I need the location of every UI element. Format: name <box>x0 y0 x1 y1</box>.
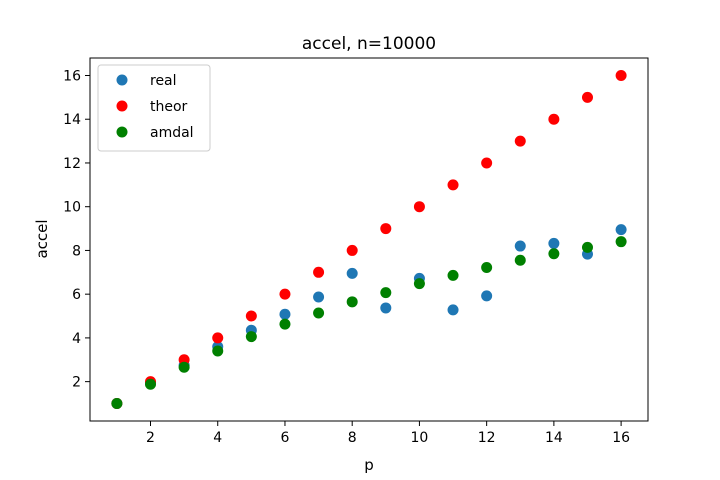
data-point-amdal <box>413 278 425 290</box>
data-point-amdal <box>581 241 593 253</box>
data-point-amdal <box>178 361 190 373</box>
data-point-theor <box>380 223 392 235</box>
legend-label-real: real <box>150 73 177 89</box>
data-point-amdal <box>111 398 123 410</box>
data-point-amdal <box>313 307 325 319</box>
data-point-theor <box>279 288 291 300</box>
legend-label-theor: theor <box>150 99 188 115</box>
data-point-theor <box>548 113 560 125</box>
data-point-real <box>279 308 291 320</box>
data-point-real <box>548 237 560 249</box>
y-tick-label: 14 <box>63 112 81 128</box>
y-tick-label: 16 <box>63 68 81 84</box>
x-tick-label: 4 <box>213 430 222 446</box>
plot-frame <box>89 57 649 422</box>
data-point-amdal <box>548 248 560 260</box>
y-tick-label: 8 <box>72 243 81 259</box>
x-tick-label: 14 <box>545 430 563 446</box>
data-point-amdal <box>481 261 493 273</box>
data-point-theor <box>212 332 224 344</box>
x-tick-label: 6 <box>281 430 290 446</box>
chart-title: accel, n=10000 <box>302 34 436 54</box>
legend-marker-theor <box>116 100 128 112</box>
y-tick-label: 10 <box>63 200 81 216</box>
data-point-amdal <box>245 331 257 343</box>
data-point-amdal <box>447 269 459 281</box>
legend-marker-real <box>116 74 128 86</box>
legend-label-amdal: amdal <box>150 125 194 141</box>
data-point-theor <box>615 69 627 81</box>
data-point-theor <box>514 135 526 147</box>
data-point-real <box>447 304 459 316</box>
data-point-real <box>346 267 358 279</box>
ticks-layer: 2 4 6 8 10 12 14 16 2 4 6 8 10 12 14 16 <box>63 68 630 446</box>
legend-marker-amdal <box>116 126 128 138</box>
data-point-theor <box>313 266 325 278</box>
data-point-amdal <box>279 318 291 330</box>
x-tick-label: 2 <box>146 430 155 446</box>
data-point-amdal <box>346 296 358 308</box>
y-tick-label: 12 <box>63 156 81 172</box>
x-tick-label: 16 <box>612 430 630 446</box>
x-axis-label: p <box>364 456 374 474</box>
data-point-theor <box>581 91 593 103</box>
legend: real theor amdal <box>97 64 211 152</box>
data-point-theor <box>413 201 425 213</box>
y-tick-label: 6 <box>72 287 81 303</box>
data-point-real <box>514 240 526 252</box>
data-point-theor <box>447 179 459 191</box>
data-point-theor <box>346 244 358 256</box>
data-point-amdal <box>615 236 627 248</box>
y-axis-label: accel <box>33 219 51 258</box>
data-point-real <box>380 302 392 314</box>
y-tick-label: 2 <box>72 375 81 391</box>
data-point-amdal <box>145 378 157 390</box>
data-point-amdal <box>514 254 526 266</box>
x-tick-label: 10 <box>411 430 429 446</box>
x-tick-label: 12 <box>478 430 496 446</box>
data-point-real <box>313 291 325 303</box>
points-layer <box>111 69 627 410</box>
data-point-real <box>615 224 627 236</box>
x-tick-label: 8 <box>348 430 357 446</box>
data-point-theor <box>481 157 493 169</box>
data-point-theor <box>245 310 257 322</box>
data-point-amdal <box>380 287 392 299</box>
y-tick-label: 4 <box>72 331 81 347</box>
data-point-real <box>481 290 493 302</box>
data-point-amdal <box>212 345 224 357</box>
